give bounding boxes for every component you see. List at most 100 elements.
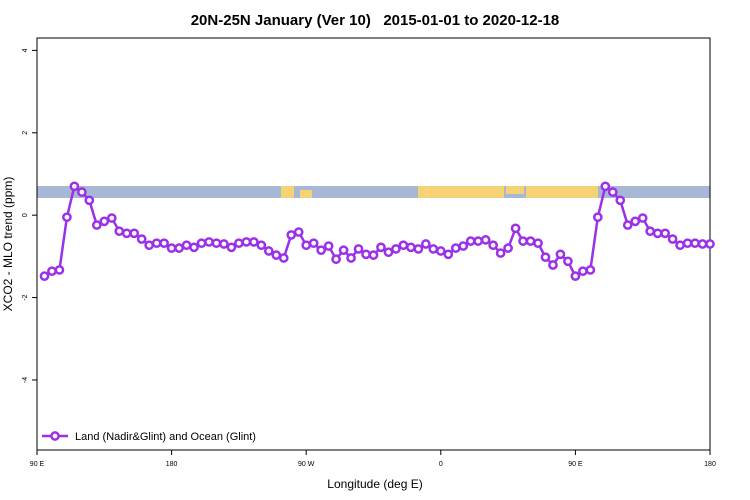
- data-point: [458, 241, 469, 251]
- data-point: [293, 227, 304, 237]
- data-point: [420, 239, 431, 249]
- data-point: [548, 260, 558, 270]
- data-point: [563, 256, 573, 267]
- data-point: [69, 181, 80, 192]
- data-point: [570, 271, 581, 281]
- data-point: [39, 271, 50, 281]
- data-point: [308, 238, 319, 249]
- data-point: [286, 230, 297, 240]
- data-point: [398, 240, 409, 251]
- data-point: [630, 216, 641, 227]
- data-point: [211, 238, 222, 249]
- data-point: [121, 228, 132, 239]
- data-point: [413, 244, 424, 254]
- data-point: [181, 240, 192, 251]
- data-point: [114, 226, 125, 237]
- legend-label: Land (Nadir&Glint) and Ocean (Glint): [75, 431, 256, 443]
- y-axis-label: XCO2 - MLO trend (ppm): [1, 177, 15, 312]
- data-point: [465, 236, 476, 246]
- data-point: [47, 266, 57, 277]
- data-point: [450, 243, 461, 253]
- data-point: [391, 244, 401, 254]
- data-point: [555, 249, 566, 260]
- data-point: [690, 238, 700, 249]
- plot-frame: [36, 37, 711, 451]
- x-tick-label: 180: [166, 461, 178, 468]
- data-point: [271, 250, 282, 260]
- data-point: [615, 195, 626, 206]
- data-point: [249, 237, 259, 247]
- data-point: [129, 228, 140, 239]
- data-point: [705, 239, 715, 249]
- data-point: [323, 241, 334, 251]
- data-point: [241, 237, 252, 247]
- data-point: [667, 234, 678, 244]
- x-axis-label: Longitude (deg E): [327, 477, 422, 491]
- data-point: [256, 240, 267, 251]
- data-point: [488, 240, 498, 251]
- data-point: [361, 249, 371, 260]
- data-point: [525, 236, 536, 246]
- data-point: [480, 235, 491, 245]
- data-point: [144, 240, 155, 251]
- data-point: [660, 228, 670, 239]
- data-point: [435, 246, 446, 256]
- data-point: [189, 242, 199, 253]
- x-tick-label: 0: [439, 461, 443, 468]
- x-tick-label: 90 E: [30, 461, 45, 468]
- data-point: [99, 216, 110, 227]
- data-point: [585, 265, 596, 275]
- y-tick-label: -2: [22, 294, 29, 300]
- data-point: [428, 244, 439, 254]
- chart-title: 20N-25N January (Ver 10) 2015-01-01 to 2…: [191, 12, 560, 29]
- y-tick-label: -4: [22, 377, 29, 383]
- data-point: [622, 220, 633, 230]
- data-point: [376, 242, 386, 253]
- data-point: [383, 247, 394, 258]
- data-point: [84, 195, 95, 206]
- data-point: [697, 239, 708, 249]
- data-point: [503, 243, 513, 253]
- data-point: [316, 245, 327, 256]
- data-point: [645, 226, 656, 237]
- data-point: [226, 242, 237, 253]
- data-point: [219, 239, 229, 249]
- data-point: [62, 212, 72, 223]
- data-point: [637, 213, 648, 223]
- data-point: [159, 238, 169, 249]
- legend-marker: [50, 431, 60, 441]
- data-point: [592, 212, 603, 223]
- x-tick-label: 90 W: [298, 461, 315, 468]
- x-tick-label: 180: [704, 461, 716, 468]
- data-point: [278, 253, 289, 263]
- data-point: [473, 236, 484, 246]
- data-point: [368, 250, 379, 260]
- data-point: [346, 253, 356, 263]
- data-point: [600, 181, 611, 192]
- data-point: [353, 244, 364, 254]
- data-point: [174, 243, 184, 253]
- data-point: [607, 187, 618, 197]
- data-point: [578, 266, 588, 277]
- data-point: [54, 265, 65, 275]
- data-point: [301, 240, 312, 251]
- y-tick-label: 2: [22, 131, 29, 135]
- data-point: [234, 238, 244, 249]
- data-point: [91, 220, 102, 230]
- data-point: [533, 238, 543, 249]
- data-point: [443, 249, 454, 260]
- data-point: [136, 234, 147, 244]
- x-tick-label: 90 E: [568, 461, 583, 468]
- data-point: [540, 252, 551, 263]
- data-point: [166, 243, 177, 253]
- y-tick-label: 0: [22, 213, 29, 217]
- data-point: [652, 228, 663, 239]
- data-point: [510, 223, 521, 234]
- data-point: [406, 242, 416, 253]
- data-point: [682, 238, 693, 249]
- data-point: [331, 254, 341, 265]
- y-tick-label: 4: [22, 48, 29, 52]
- data-point: [263, 246, 274, 256]
- data-point: [106, 213, 117, 223]
